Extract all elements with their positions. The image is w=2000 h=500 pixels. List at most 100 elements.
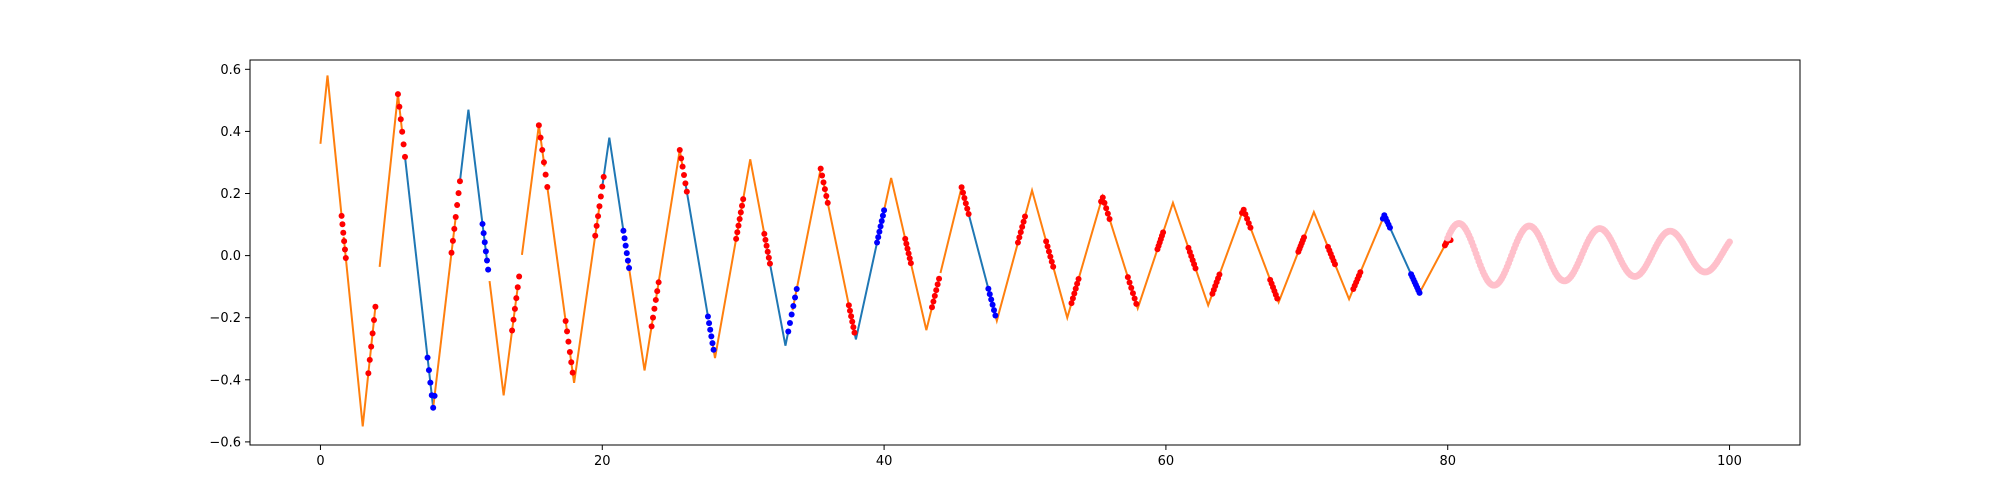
data-point [1192,265,1199,272]
data-point [431,392,438,399]
data-point [338,212,345,219]
data-point [566,348,573,355]
data-point [682,180,689,187]
data-point [451,225,458,232]
data-point [399,128,406,135]
data-point [737,209,744,216]
data-point [1128,284,1135,291]
data-point [958,184,965,191]
data-point [340,229,347,236]
data-point [849,318,856,325]
data-point [824,199,831,206]
data-point [539,146,546,153]
data-point [564,328,571,335]
data-point [764,248,771,255]
data-point [600,173,607,180]
x-tick-label: 60 [1158,454,1175,469]
data-point [821,186,828,193]
data-point [707,326,714,333]
data-point [372,303,379,310]
data-point [848,313,855,320]
data-point [790,303,797,309]
line-segment [684,183,709,317]
data-point [1124,274,1131,281]
data-point [933,287,940,294]
data-point [454,202,461,209]
data-point [1301,234,1307,241]
data-point [341,246,348,253]
x-tick-label: 0 [316,454,324,469]
data-point [565,338,572,345]
data-point [709,340,716,347]
data-point [368,343,375,350]
line-segment [966,208,991,295]
data-point [786,319,793,326]
data-point [1068,300,1075,307]
data-point [623,250,630,257]
data-point [479,220,486,227]
data-point [1133,300,1140,307]
data-point [1020,218,1027,225]
data-point [1106,215,1113,222]
data-point [394,91,401,98]
data-point [881,207,888,214]
data-point [961,194,968,201]
data-point [624,257,631,264]
data-point [1131,295,1138,302]
data-point [874,239,881,246]
y-tick-label: −0.6 [209,435,241,450]
forecast-point [1726,238,1733,246]
data-point [1160,229,1167,236]
data-point [785,328,792,335]
line-segment [404,156,435,408]
data-point [1045,248,1052,255]
data-point [876,228,883,235]
data-point [365,370,372,377]
line-segment [319,75,343,216]
data-point [681,172,687,178]
data-point [902,235,909,242]
y-tick-label: −0.4 [209,373,241,388]
data-point [878,218,885,225]
data-point [851,329,858,336]
data-point [792,294,799,301]
plot-series [319,75,1733,427]
data-point [569,369,576,376]
data-point [986,291,993,298]
data-point [1044,243,1051,250]
data-point [846,307,853,314]
data-point [341,238,348,245]
x-axis: 0 20 40 60 80 100 [316,445,1742,469]
data-point [1103,205,1110,212]
line-segment [1301,209,1329,248]
data-point [905,250,912,257]
data-point [511,305,518,312]
data-point [1069,295,1076,302]
line-segment [546,186,569,332]
data-point [907,260,914,267]
data-point [484,257,491,264]
data-point [366,356,373,363]
data-point [481,239,488,246]
line-segment [1387,224,1414,278]
data-point [850,324,857,331]
data-point [1072,285,1079,292]
data-point [510,316,517,323]
data-point [679,163,686,170]
data-point [845,302,852,309]
data-point [817,165,824,172]
data-point [339,221,346,228]
data-point [540,159,547,166]
data-point [1129,290,1136,297]
data-point [1050,263,1057,270]
line-segment [601,137,625,231]
data-point [562,318,569,325]
data-point [622,242,629,249]
data-point [482,248,489,255]
data-point [342,254,349,261]
data-point [1386,224,1393,231]
data-point [740,196,747,203]
data-point [761,230,768,237]
data-point [1126,279,1133,286]
data-point [991,307,997,314]
